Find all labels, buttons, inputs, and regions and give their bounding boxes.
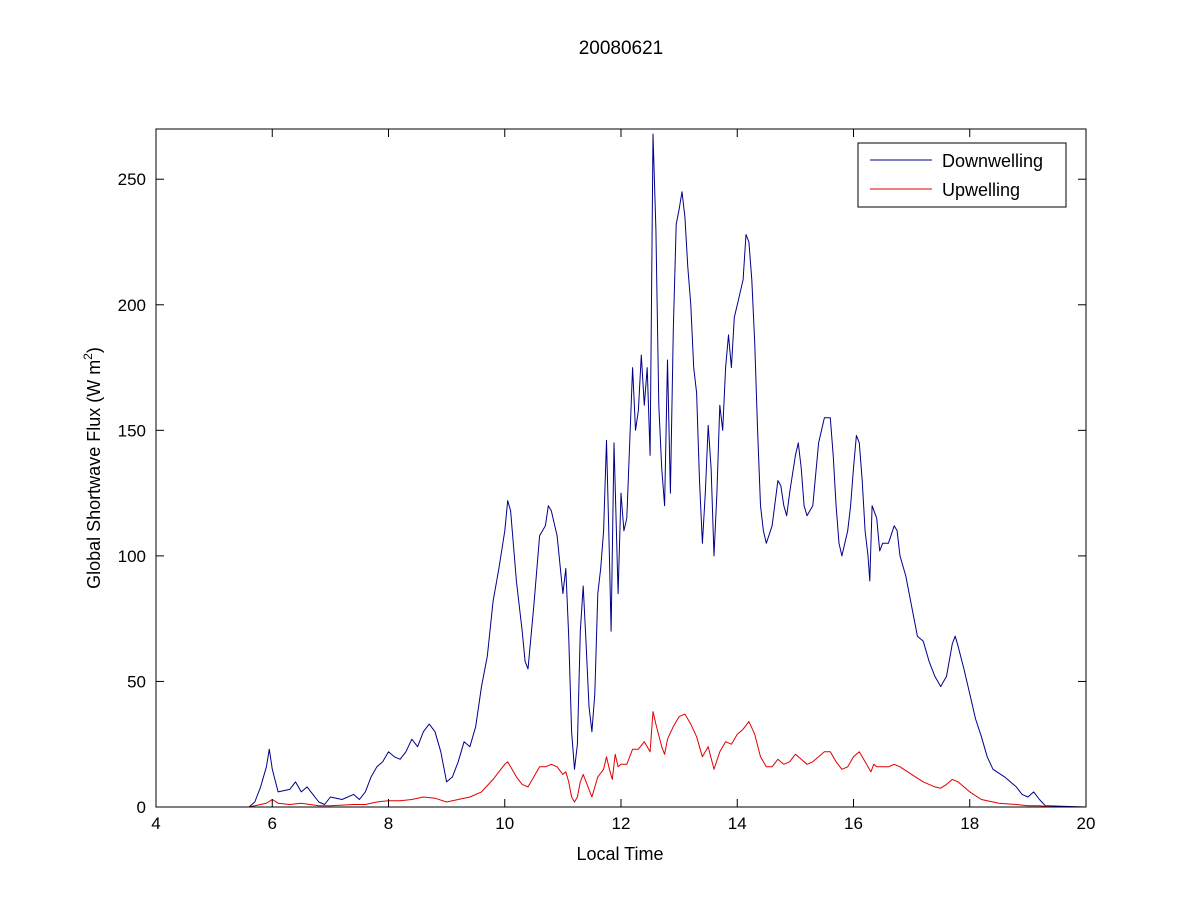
y-tick-label-200: 200 [118, 296, 146, 315]
x-tick-label-10: 10 [495, 814, 514, 833]
x-tick-label-6: 6 [268, 814, 277, 833]
series-layer [156, 133, 1087, 808]
y-axis-label-end: ) [84, 347, 104, 353]
y-axis: 0 50 100 150 200 250 [118, 170, 1086, 817]
series-line-downwelling [156, 133, 1087, 808]
x-tick-label-14: 14 [728, 814, 747, 833]
y-tick-label-250: 250 [118, 170, 146, 189]
x-axis: 4 6 8 10 12 14 16 18 20 [151, 129, 1095, 833]
x-tick-label-8: 8 [384, 814, 393, 833]
legend-box [857, 142, 1067, 208]
y-axis-label: Global Shortwave Flux (W m2) [81, 347, 104, 589]
x-axis-label: Local Time [576, 844, 663, 864]
series-line-upwelling [156, 711, 1086, 808]
y-tick-label-0: 0 [137, 798, 146, 817]
y-axis-label-main: Global Shortwave Flux (W m [84, 360, 104, 589]
x-tick-label-4: 4 [151, 814, 160, 833]
x-tick-label-18: 18 [960, 814, 979, 833]
x-tick-label-16: 16 [844, 814, 863, 833]
y-tick-label-50: 50 [127, 672, 146, 691]
x-tick-label-20: 20 [1077, 814, 1096, 833]
y-tick-label-150: 150 [118, 421, 146, 440]
x-tick-label-12: 12 [612, 814, 631, 833]
y-tick-label-100: 100 [118, 547, 146, 566]
legend-label-upwelling: Upwelling [942, 180, 1020, 200]
chart-title: 20080621 [579, 38, 664, 59]
y-axis-label-superscript: 2 [81, 353, 95, 360]
legend: Downwelling Upwelling [857, 142, 1067, 208]
legend-label-downwelling: Downwelling [942, 151, 1043, 171]
